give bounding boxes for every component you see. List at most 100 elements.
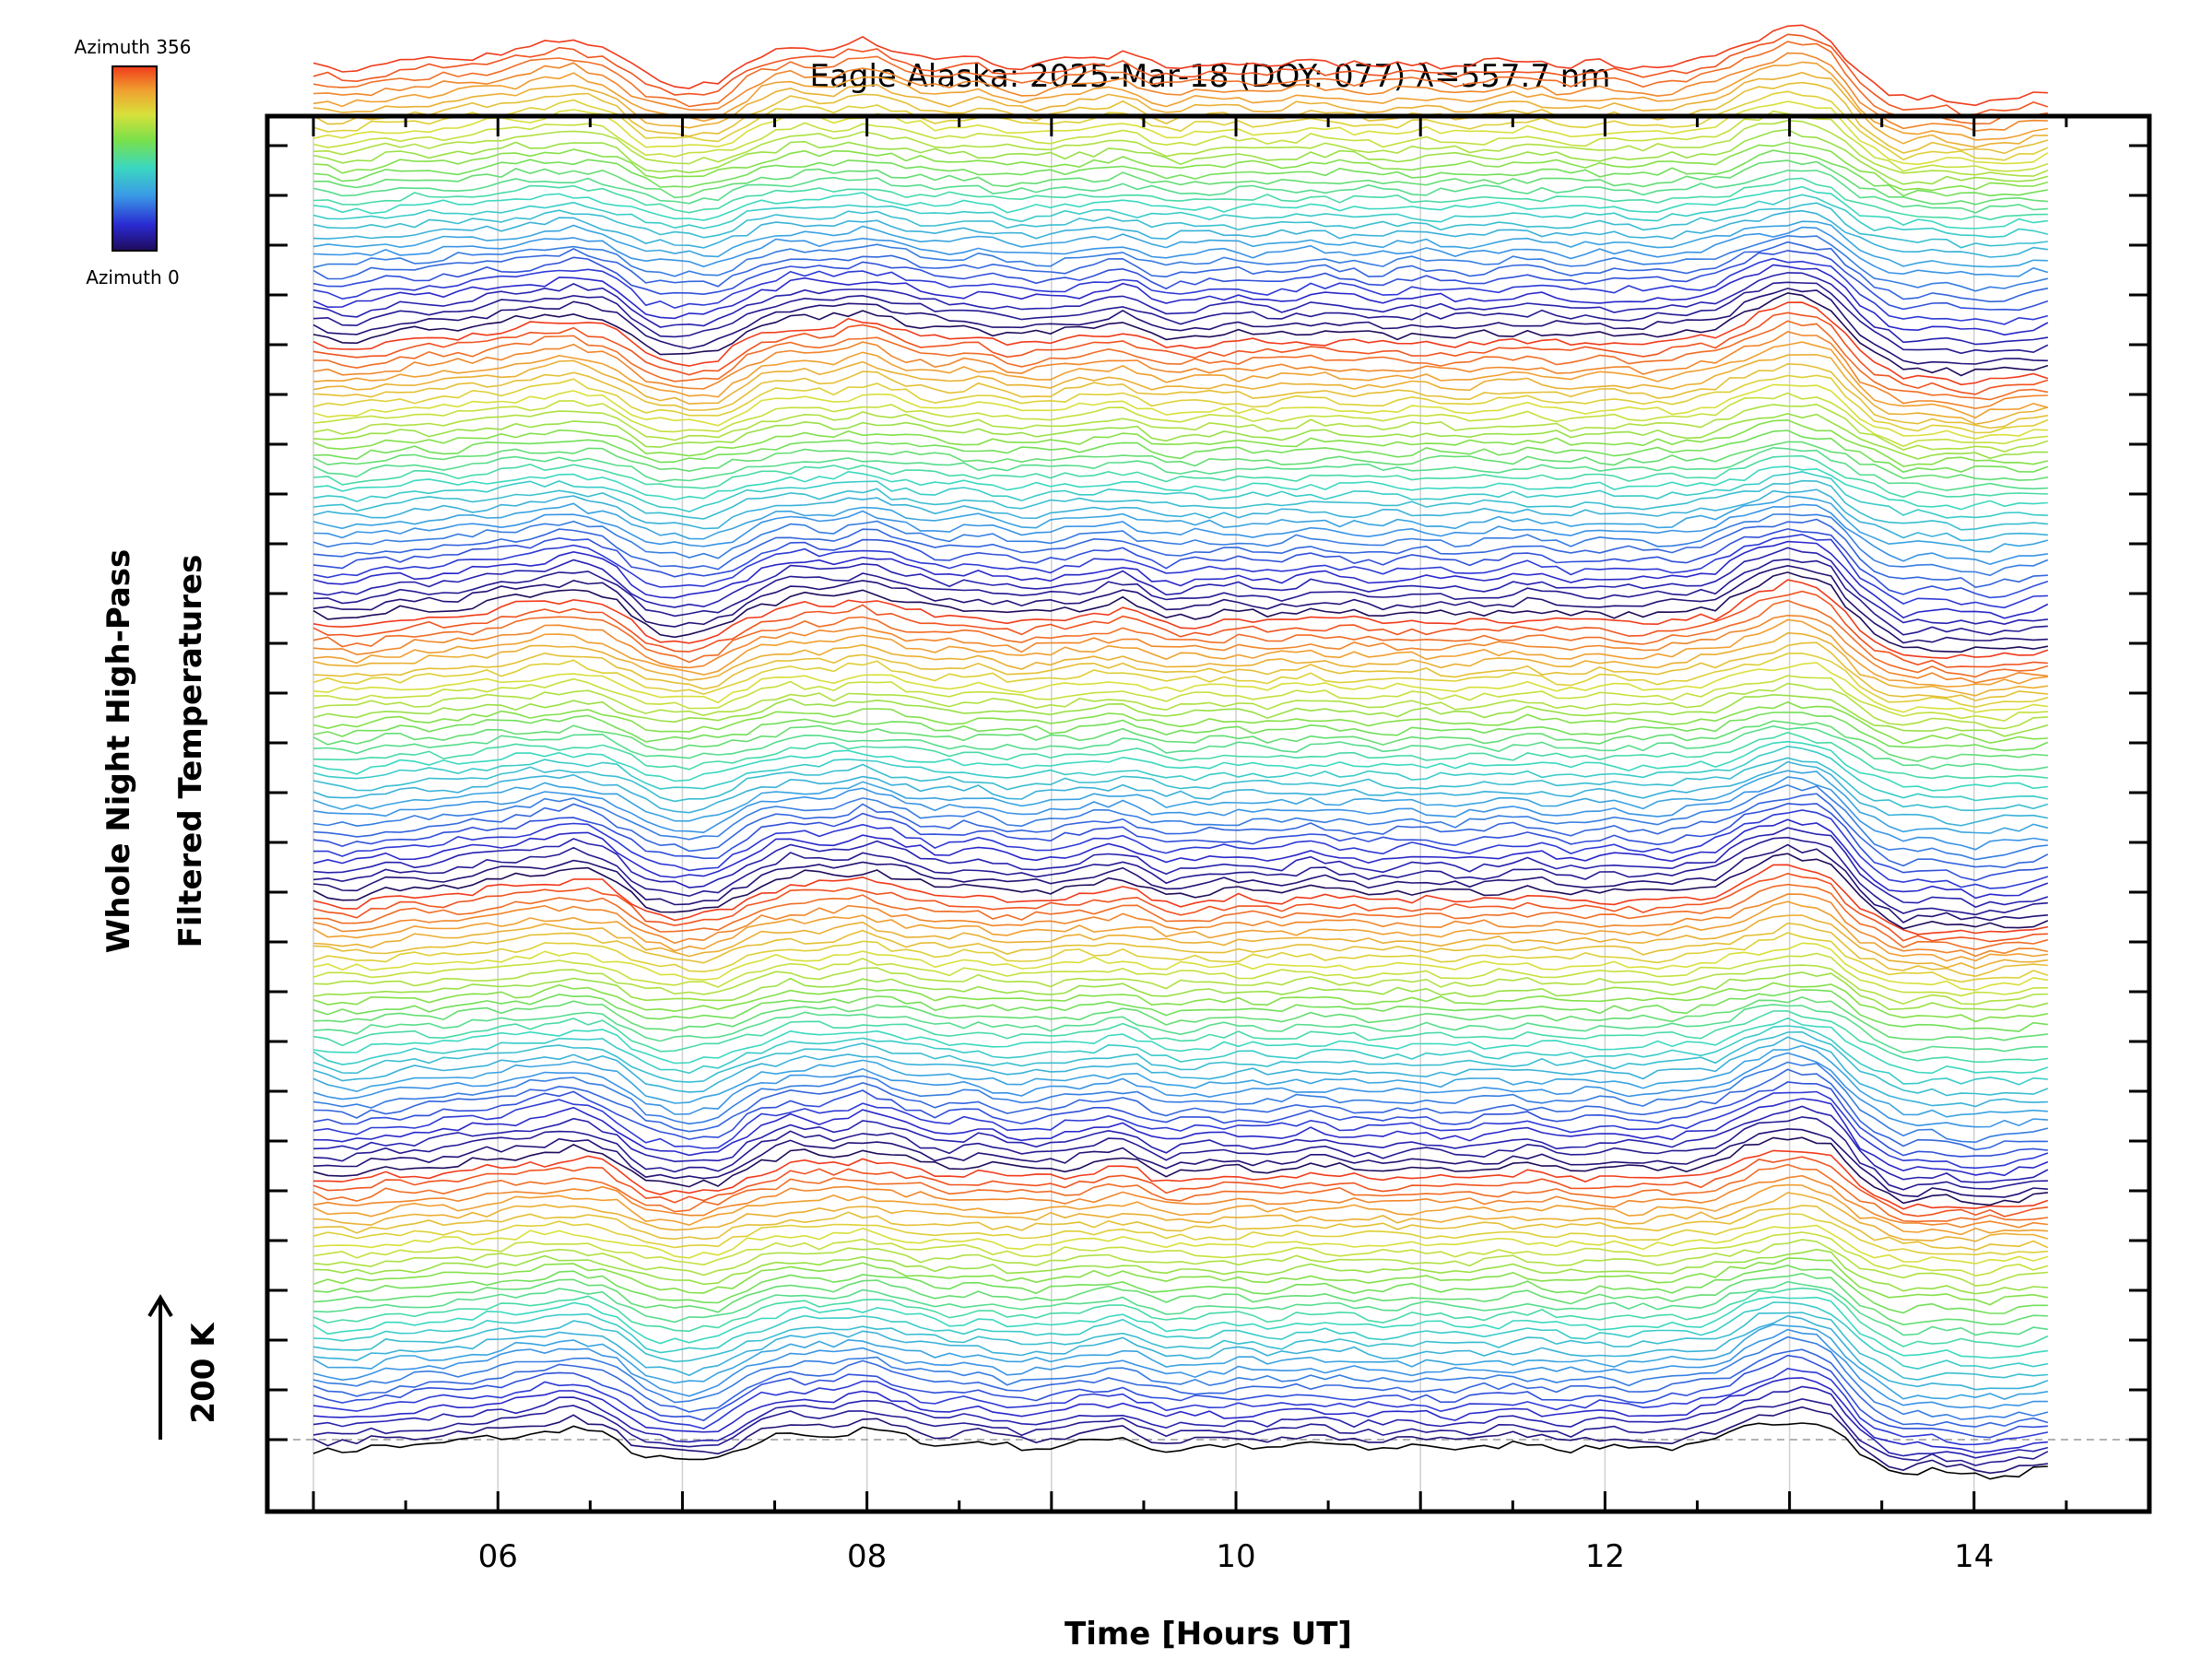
azimuth-trace — [312, 652, 2049, 709]
azimuth-trace — [312, 528, 2049, 599]
azimuth-trace — [312, 827, 2049, 909]
x-tick-label: 12 — [1585, 1538, 1625, 1575]
azimuth-trace — [312, 264, 2049, 336]
azimuth-trace — [312, 1296, 2049, 1359]
azimuth-trace — [312, 488, 2048, 542]
azimuth-trace — [312, 128, 2049, 185]
azimuth-trace — [312, 900, 2049, 962]
azimuth-trace — [312, 52, 2048, 132]
azimuth-trace — [312, 564, 2048, 644]
azimuth-trace — [312, 312, 2049, 395]
azimuth-trace — [312, 1301, 2049, 1371]
azimuth-trace — [312, 1422, 2048, 1480]
y-axis-label-line1: Whole Night High-Pass — [100, 549, 137, 954]
azimuth-trace — [312, 1328, 2048, 1409]
azimuth-trace — [312, 770, 2049, 834]
azimuth-trace — [312, 662, 2049, 713]
azimuth-trace — [312, 194, 2049, 239]
azimuth-trace — [312, 783, 2048, 861]
azimuth-trace — [312, 272, 2049, 346]
azimuth-trace — [312, 71, 2048, 148]
x-tick-label: 14 — [1954, 1538, 1994, 1575]
azimuth-trace — [312, 836, 2048, 916]
azimuth-trace — [312, 745, 2049, 802]
azimuth-trace — [312, 24, 2048, 107]
x-tick-label: 10 — [1216, 1538, 1255, 1575]
azimuth-trace — [312, 864, 2049, 935]
azimuth-trace — [312, 843, 2048, 924]
azimuth-trace — [312, 1367, 2049, 1446]
azimuth-trace — [312, 618, 2048, 688]
azimuth-trace — [312, 1116, 2048, 1191]
azimuth-trace — [312, 470, 2048, 519]
azimuth-trace — [312, 41, 2049, 125]
azimuth-trace — [312, 914, 2049, 970]
azimuth-trace — [312, 590, 2048, 668]
azimuth-trace — [312, 177, 2048, 221]
x-tick-label: 08 — [847, 1538, 887, 1575]
azimuth-trace — [312, 363, 2049, 429]
azimuth-trace — [312, 1192, 2049, 1242]
azimuth-trace — [312, 226, 2049, 277]
azimuth-trace — [312, 202, 2048, 249]
azimuth-trace — [312, 883, 2049, 950]
azimuth-trace — [312, 579, 2049, 660]
azimuth-trace — [312, 374, 2049, 434]
azimuth-trace — [312, 547, 2048, 626]
azimuth-trace — [312, 441, 2049, 481]
azimuth-trace — [312, 1312, 2048, 1381]
scale-label: 200 K — [185, 1322, 222, 1424]
colorbar — [112, 65, 158, 252]
azimuth-trace — [312, 724, 2049, 771]
azimuth-trace — [312, 1010, 2049, 1064]
azimuth-trace — [312, 403, 2049, 453]
azimuth-trace — [312, 1224, 2049, 1265]
azimuth-trace — [312, 159, 2048, 206]
azimuth-trace — [312, 1385, 2049, 1459]
scale-arrow — [147, 1294, 173, 1440]
azimuth-trace — [312, 720, 2048, 762]
azimuth-trace — [312, 809, 2049, 889]
azimuth-trace — [312, 558, 2048, 636]
azimuth-trace — [312, 599, 2049, 678]
azimuth-trace — [312, 1163, 2048, 1223]
azimuth-trace — [312, 1272, 2048, 1326]
azimuth-trace — [312, 872, 2048, 943]
azimuth-trace — [312, 1156, 2048, 1218]
azimuth-trace — [312, 1397, 2049, 1466]
azimuth-trace — [312, 693, 2049, 737]
azimuth-trace — [312, 1030, 2049, 1097]
azimuth-trace — [312, 540, 2049, 619]
azimuth-trace — [312, 383, 2048, 440]
azimuth-trace — [312, 354, 2049, 426]
azimuth-trace — [312, 1128, 2048, 1198]
azimuth-trace — [312, 989, 2048, 1032]
azimuth-trace — [312, 250, 2049, 312]
azimuth-trace — [312, 982, 2049, 1023]
azimuth-trace — [312, 257, 2049, 325]
azimuth-trace — [312, 534, 2048, 609]
azimuth-trace — [312, 793, 2049, 869]
azimuth-trace — [312, 495, 2049, 553]
azimuth-trace — [312, 614, 2048, 684]
azimuth-trace — [312, 119, 2049, 177]
azimuth-trace — [312, 1061, 2049, 1144]
azimuth-trace — [312, 1174, 2048, 1229]
azimuth-trace — [312, 922, 2048, 978]
azimuth-trace — [312, 1213, 2048, 1256]
azimuth-trace — [312, 1105, 2049, 1183]
azimuth-trace — [312, 209, 2049, 258]
azimuth-trace — [312, 1044, 2048, 1118]
azimuth-trace — [312, 412, 2048, 460]
azimuth-trace — [312, 1205, 2049, 1252]
azimuth-trace — [312, 292, 2049, 377]
azimuth-trace — [312, 241, 2049, 303]
azimuth-trace — [312, 429, 2049, 474]
azimuth-trace — [312, 1017, 2049, 1075]
azimuth-trace — [312, 61, 2049, 141]
azimuth-trace — [312, 518, 2048, 589]
azimuth-trace — [312, 893, 2049, 958]
azimuth-trace — [312, 682, 2048, 730]
azimuth-trace — [312, 141, 2049, 192]
azimuth-trace — [312, 220, 2048, 268]
